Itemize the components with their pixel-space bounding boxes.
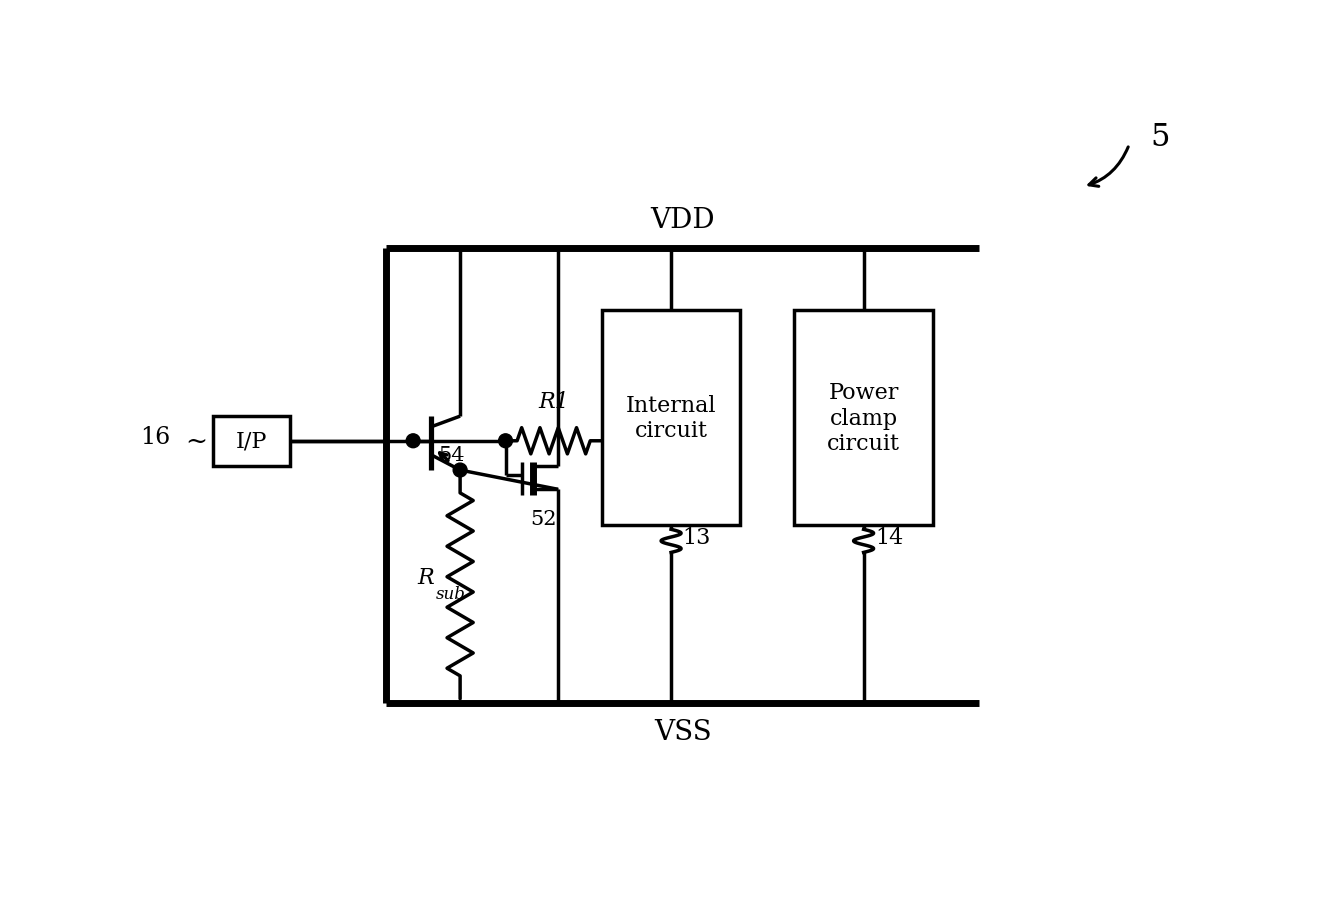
Circle shape [499, 435, 512, 448]
Text: 14: 14 [875, 527, 903, 548]
Text: 16: 16 [140, 426, 171, 449]
Text: 54: 54 [439, 445, 466, 465]
Text: R1: R1 [538, 390, 569, 412]
Text: VDD: VDD [650, 207, 714, 234]
Bar [602, 310, 740, 526]
Circle shape [407, 435, 420, 448]
Text: Internal
circuit: Internal circuit [626, 394, 716, 442]
Text: Power
clamp
circuit: Power clamp circuit [827, 382, 900, 455]
Circle shape [454, 464, 467, 477]
Text: VSS: VSS [654, 718, 712, 745]
Text: ~: ~ [185, 428, 207, 454]
Text: sub: sub [435, 585, 466, 603]
Bar [795, 310, 933, 526]
Text: 52: 52 [530, 509, 557, 528]
Bar [213, 417, 290, 466]
Text: 5: 5 [1151, 122, 1169, 153]
Text: I/P: I/P [235, 430, 268, 452]
FancyArrowPatch shape [1089, 148, 1128, 187]
Text: R: R [417, 566, 435, 588]
Text: 13: 13 [682, 527, 710, 548]
